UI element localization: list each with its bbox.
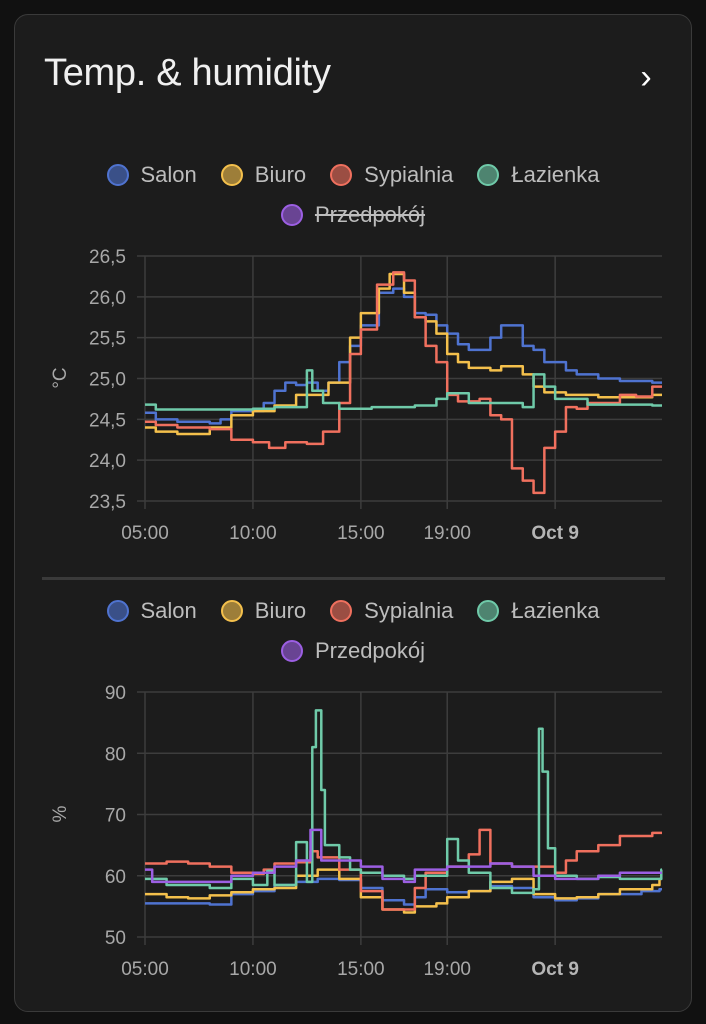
legend-swatch-icon bbox=[477, 164, 500, 186]
x-tick-label: Oct 9 bbox=[531, 959, 579, 980]
legend-label: Biuro bbox=[254, 598, 307, 623]
y-tick-label: 26,0 bbox=[89, 288, 126, 309]
legend-item-0[interactable]: Salon bbox=[106, 598, 197, 624]
series-line-przedpokój bbox=[145, 828, 662, 884]
card-title: Temp. & humidity bbox=[44, 52, 331, 94]
legend-row: Przedpokój bbox=[20, 638, 686, 664]
y-tick-label: 80 bbox=[105, 744, 126, 765]
legend-item-1[interactable]: Biuro bbox=[220, 162, 307, 188]
legend-item-4[interactable]: Przedpokój bbox=[280, 638, 426, 664]
legend-swatch-icon bbox=[220, 164, 243, 186]
y-tick-label: 90 bbox=[105, 683, 126, 704]
x-tick-label: Oct 9 bbox=[531, 523, 579, 544]
legend-item-4[interactable]: Przedpokój bbox=[280, 202, 426, 228]
legend-swatch-icon bbox=[106, 600, 129, 622]
x-tick-label: 15:00 bbox=[337, 959, 385, 980]
legend-label: Sypialnia bbox=[364, 162, 454, 187]
legend-swatch-icon bbox=[477, 600, 500, 622]
x-tick-label: 10:00 bbox=[229, 959, 277, 980]
legend-swatch-icon bbox=[280, 204, 303, 226]
legend-swatch-icon bbox=[220, 600, 243, 622]
legend-row: Przedpokój bbox=[20, 202, 686, 228]
legend-label: Łazienka bbox=[511, 598, 600, 623]
legend-label: Salon bbox=[140, 598, 197, 623]
y-axis-label: % bbox=[50, 805, 71, 822]
legend-item-3[interactable]: Łazienka bbox=[477, 162, 600, 188]
legend-swatch-icon bbox=[280, 640, 303, 662]
legend-swatch-icon bbox=[106, 164, 129, 186]
x-tick-label: 05:00 bbox=[121, 523, 169, 544]
y-tick-label: 50 bbox=[105, 928, 126, 949]
y-tick-label: 26,5 bbox=[89, 247, 126, 268]
series-line-sypialnia bbox=[145, 271, 662, 495]
y-tick-label: 25,5 bbox=[89, 329, 126, 350]
legend-item-1[interactable]: Biuro bbox=[220, 598, 307, 624]
temperature-chart: 26,5 26,0 25,5 25,0 24,5 24,0 23,5 05:00 10:00 15… bbox=[50, 247, 662, 544]
x-tick-label: 05:00 bbox=[121, 959, 169, 980]
y-tick-label: 23,5 bbox=[89, 492, 126, 513]
legend-label: Biuro bbox=[254, 162, 307, 187]
humidity-legend: Salon Biuro Sypialnia Łazienka Przedpokój bbox=[20, 598, 686, 664]
temperature-legend: Salon Biuro Sypialnia Łazienka Przedpokój bbox=[20, 162, 686, 228]
legend-item-2[interactable]: Sypialnia bbox=[330, 598, 453, 624]
y-tick-label: 70 bbox=[105, 806, 126, 827]
chevron-right-icon[interactable]: › bbox=[640, 58, 652, 96]
legend-item-0[interactable]: Salon bbox=[106, 162, 197, 188]
legend-label: Przedpokój bbox=[314, 202, 426, 227]
legend-item-2[interactable]: Sypialnia bbox=[330, 162, 453, 188]
legend-swatch-icon bbox=[330, 164, 353, 186]
legend-label: Przedpokój bbox=[314, 638, 426, 663]
x-tick-label: 10:00 bbox=[229, 523, 277, 544]
series-line-łazienka bbox=[145, 369, 662, 411]
y-tick-label: 60 bbox=[105, 867, 126, 888]
x-tick-label: 15:00 bbox=[337, 523, 385, 544]
legend-label: Salon bbox=[140, 162, 197, 187]
humidity-chart: 90 80 70 60 50 05:00 10:00 15:00 19:00 Oct 9% bbox=[50, 683, 663, 980]
x-tick-label: 19:00 bbox=[423, 959, 471, 980]
y-tick-label: 25,0 bbox=[89, 370, 126, 391]
legend-label: Łazienka bbox=[511, 162, 600, 187]
legend-item-3[interactable]: Łazienka bbox=[477, 598, 600, 624]
y-tick-label: 24,5 bbox=[89, 410, 126, 431]
y-tick-label: 24,0 bbox=[89, 451, 126, 472]
legend-swatch-icon bbox=[330, 600, 353, 622]
chart-divider bbox=[42, 577, 665, 580]
x-tick-label: 19:00 bbox=[423, 523, 471, 544]
legend-label: Sypialnia bbox=[364, 598, 454, 623]
y-axis-label: °C bbox=[50, 367, 71, 388]
